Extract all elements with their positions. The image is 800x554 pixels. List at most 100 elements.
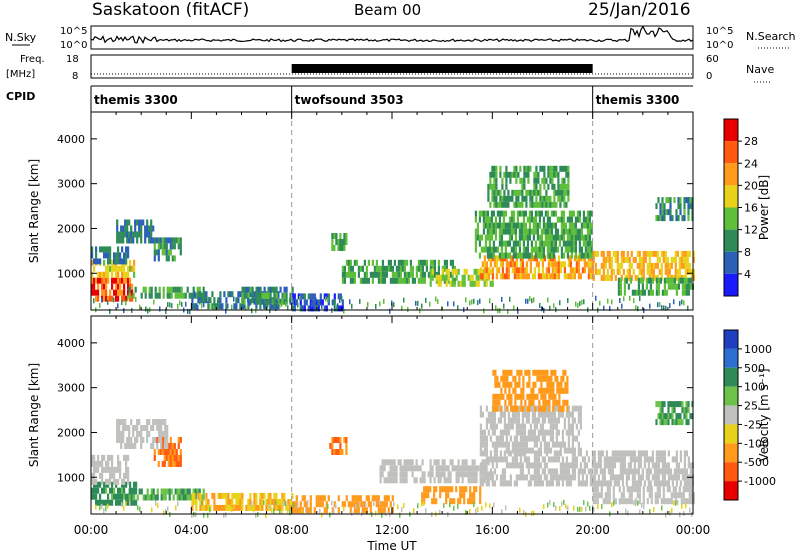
data-cell: [271, 298, 274, 305]
noise-tick-top-right: 10^5: [706, 26, 733, 37]
data-cell: [435, 296, 437, 302]
data-cell: [511, 195, 514, 202]
data-cell: [109, 499, 112, 506]
data-cell: [117, 252, 120, 259]
data-cell: [383, 459, 386, 466]
data-cell: [249, 492, 252, 499]
data-cell: [101, 246, 104, 253]
data-cell: [321, 303, 323, 309]
data-cell: [363, 259, 366, 266]
data-cell: [115, 271, 118, 278]
data-cell: [582, 240, 585, 247]
data-cell: [491, 273, 494, 280]
data-cell: [148, 494, 151, 501]
data-cell: [449, 486, 452, 493]
data-cell: [498, 222, 501, 229]
data-cell: [540, 405, 543, 412]
data-cell: [552, 240, 555, 247]
data-cell: [223, 291, 226, 298]
data-cell: [533, 417, 536, 424]
freq-label: Freq.: [20, 54, 45, 65]
data-cell: [526, 252, 529, 259]
data-cell: [121, 493, 124, 500]
data-cell: [389, 277, 392, 284]
data-cell: [503, 201, 506, 208]
data-cell: [661, 197, 664, 204]
data-cell: [91, 277, 94, 284]
data-cell: [546, 399, 549, 406]
data-cell: [606, 486, 609, 493]
data-cell: [629, 468, 632, 475]
data-cell: [507, 261, 510, 268]
data-cell: [538, 246, 541, 253]
data-cell: [641, 283, 644, 290]
data-cell: [529, 261, 532, 268]
colorbar-swatch: [724, 481, 738, 500]
data-cell: [485, 261, 488, 268]
data-cell: [411, 265, 414, 272]
nave-tick-bottom: 0: [706, 71, 712, 82]
data-cell: [505, 165, 508, 172]
data-cell: [107, 299, 109, 305]
data-cell: [379, 471, 382, 478]
data-cell: [687, 407, 690, 414]
data-cell: [492, 210, 495, 217]
data-cell: [423, 477, 426, 484]
data-cell: [530, 399, 533, 406]
data-cell: [606, 256, 609, 263]
data-cell: [321, 501, 324, 508]
data-cell: [549, 177, 552, 184]
data-cell: [411, 471, 414, 478]
data-cell: [515, 267, 518, 274]
data-cell: [519, 177, 522, 184]
colorbar-label: Power [dB]: [757, 175, 771, 240]
data-cell: [227, 303, 229, 309]
data-cell: [522, 210, 525, 217]
data-cell: [581, 480, 584, 487]
data-cell: [176, 494, 179, 501]
data-cell: [495, 267, 498, 274]
velocity-cells: [91, 369, 695, 519]
data-cell: [596, 250, 599, 257]
data-cell: [261, 298, 264, 305]
data-cell: [524, 252, 527, 259]
data-cell: [619, 298, 621, 304]
data-cell: [484, 216, 487, 223]
data-cell: [648, 268, 651, 275]
data-cell: [509, 423, 512, 430]
data-cell: [625, 277, 628, 284]
data-cell: [546, 216, 549, 223]
data-cell: [683, 468, 686, 475]
data-cell: [548, 405, 551, 412]
data-cell: [101, 277, 104, 284]
data-cell: [559, 189, 562, 196]
data-cell: [603, 305, 605, 311]
data-cell: [622, 250, 625, 257]
data-cell: [427, 486, 430, 493]
data-cell: [215, 303, 218, 310]
data-cell: [531, 417, 534, 424]
data-cell: [495, 177, 498, 184]
data-cell: [521, 273, 524, 280]
data-cell: [126, 437, 129, 443]
data-cell: [632, 268, 635, 275]
data-cell: [535, 480, 538, 487]
data-cell: [419, 259, 422, 266]
data-cell: [495, 423, 498, 430]
data-cell: [549, 447, 552, 454]
data-cell: [683, 215, 686, 222]
data-cell: [611, 456, 614, 463]
data-cell: [651, 450, 654, 457]
data-cell: [600, 250, 603, 257]
data-cell: [136, 231, 139, 238]
y-tick-label: 3000: [57, 178, 85, 191]
data-cell: [682, 486, 685, 493]
data-cell: [401, 265, 404, 272]
data-cell: [377, 271, 380, 278]
data-cell: [627, 510, 629, 516]
data-cell: [133, 499, 136, 506]
data-cell: [179, 300, 181, 306]
data-cell: [471, 498, 474, 505]
data-cell: [393, 271, 396, 278]
data-cell: [660, 498, 663, 505]
